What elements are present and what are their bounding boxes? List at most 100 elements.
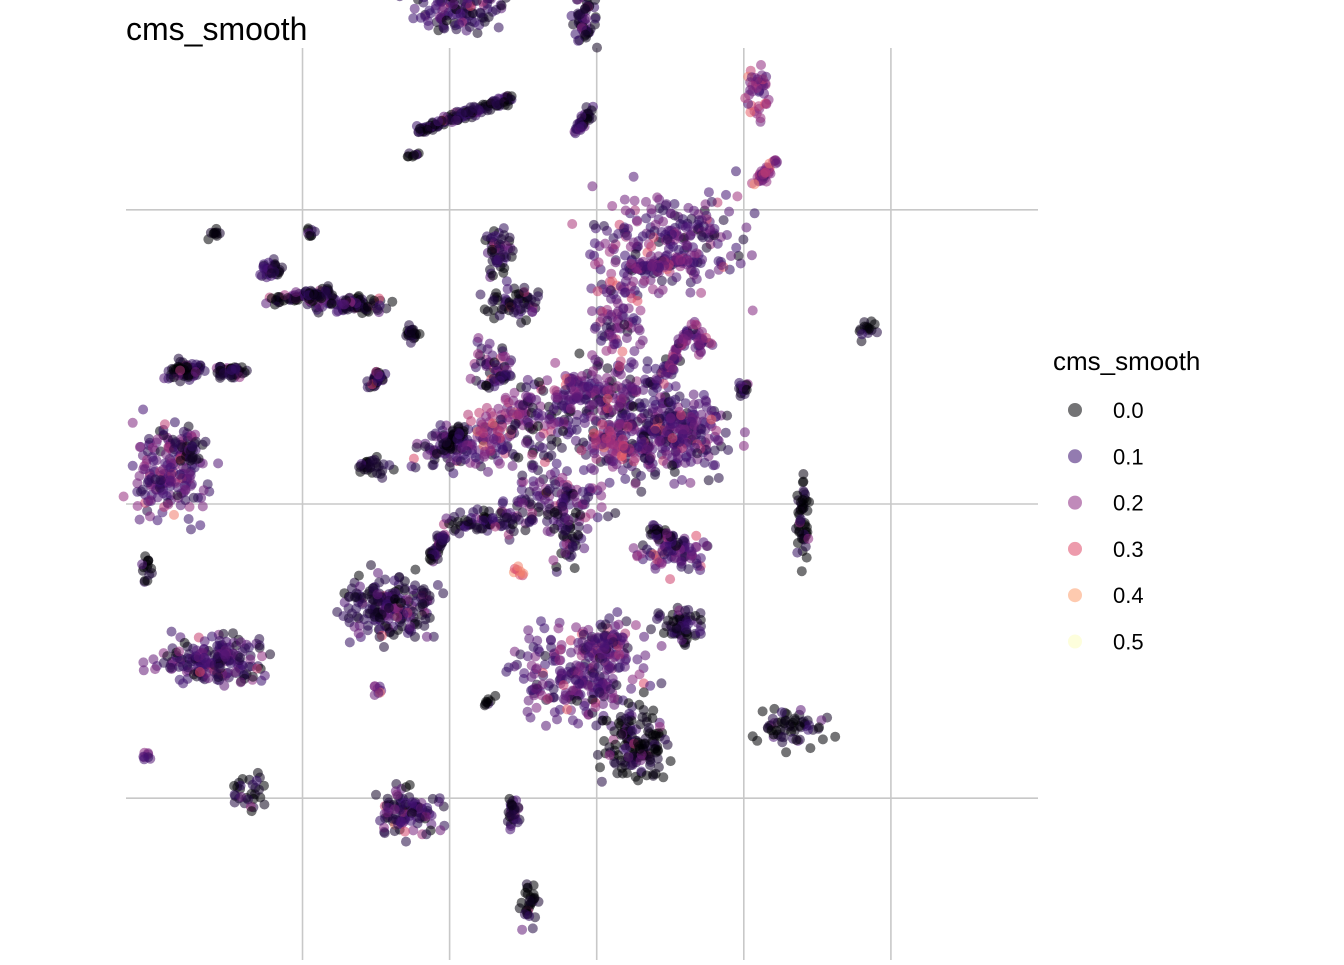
data-point-3460	[498, 445, 508, 455]
data-point-1937	[611, 759, 621, 769]
data-point-255	[409, 150, 419, 160]
data-point-3420	[427, 431, 437, 441]
data-point-799	[153, 434, 163, 444]
data-point-2912	[721, 428, 731, 438]
data-point-2217	[803, 725, 813, 735]
data-point-2302	[738, 235, 748, 245]
data-point-1238	[354, 628, 364, 638]
data-point-2174	[830, 732, 840, 742]
data-point-790	[135, 515, 145, 525]
data-point-2461	[698, 232, 708, 242]
data-point-3026	[677, 475, 687, 485]
data-point-659	[169, 510, 179, 520]
data-point-4003	[668, 364, 678, 374]
data-point-3598	[508, 461, 518, 471]
data-point-632	[485, 339, 495, 349]
data-point-737	[199, 485, 209, 495]
data-point-1280	[384, 603, 394, 613]
data-point-2464	[668, 242, 678, 252]
data-point-2141	[795, 516, 805, 526]
data-point-3920	[283, 293, 293, 303]
data-point-2511	[587, 306, 597, 316]
data-point-2417	[590, 238, 600, 248]
data-point-464	[761, 99, 771, 109]
data-point-866	[384, 460, 394, 470]
data-point-3098	[566, 404, 576, 414]
data-point-2216	[791, 735, 801, 745]
data-point-460	[761, 72, 771, 82]
data-point-3505	[463, 410, 473, 420]
data-point-1735	[635, 669, 645, 679]
data-point-2139	[803, 534, 813, 544]
data-point-557	[503, 284, 513, 294]
data-point-1039	[150, 664, 160, 674]
data-point-2942	[652, 383, 662, 393]
legend-title: cms_smooth	[1053, 346, 1200, 376]
data-point-801	[135, 442, 145, 452]
data-point-1746	[609, 693, 619, 703]
data-point-3503	[489, 434, 499, 444]
data-point-3087	[608, 405, 618, 415]
data-point-611	[466, 374, 476, 384]
data-point-1053	[265, 649, 275, 659]
data-point-839	[170, 439, 180, 449]
data-point-1742	[529, 642, 539, 652]
data-point-1412	[422, 803, 432, 813]
legend-swatch-1	[1068, 449, 1082, 463]
data-point-364	[494, 23, 504, 33]
data-point-4006	[683, 330, 693, 340]
data-point-3027	[706, 415, 716, 425]
data-point-3022	[666, 413, 676, 423]
data-point-635	[500, 352, 510, 362]
data-point-3774	[433, 116, 443, 126]
data-point-3579	[518, 400, 528, 410]
data-point-2438	[701, 211, 711, 221]
data-point-4185	[441, 437, 451, 447]
data-point-1158	[438, 588, 448, 598]
data-point-3455	[412, 442, 422, 452]
data-point-2472	[731, 243, 741, 253]
legend-label-0: 0.0	[1113, 398, 1144, 423]
data-point-2895	[722, 411, 732, 421]
data-point-137	[215, 373, 225, 383]
data-point-1711	[574, 679, 584, 689]
data-point-1939	[634, 700, 644, 710]
data-point-1800	[579, 630, 589, 640]
data-point-2088	[659, 628, 669, 638]
data-point-1052	[235, 653, 245, 663]
data-point-3507	[478, 428, 488, 438]
data-point-3586	[521, 382, 531, 392]
data-point-2566	[622, 333, 632, 343]
data-point-1534	[657, 641, 667, 651]
data-point-2994	[700, 458, 710, 468]
data-point-2209	[818, 734, 828, 744]
data-point-4187	[454, 429, 464, 439]
data-point-1745	[579, 701, 589, 711]
data-point-3628	[630, 453, 640, 463]
data-point-1897	[627, 726, 637, 736]
data-point-2929	[704, 475, 714, 485]
data-point-3550	[496, 415, 506, 425]
data-point-2446	[707, 197, 717, 207]
data-point-2383	[722, 230, 732, 240]
data-point-1193	[433, 580, 443, 590]
data-point-357	[426, 8, 436, 18]
data-point-3817	[577, 122, 587, 132]
data-point-2395	[646, 242, 656, 252]
data-point-1502	[513, 561, 523, 571]
data-point-1686	[626, 684, 636, 694]
data-point-1396	[371, 790, 381, 800]
data-point-1738	[561, 691, 571, 701]
data-point-2017	[657, 559, 667, 569]
data-point-3454	[411, 463, 421, 473]
data-point-2040	[646, 624, 656, 634]
data-point-1391	[435, 825, 445, 835]
data-point-3229	[517, 471, 527, 481]
data-point-844	[187, 441, 197, 451]
data-point-719	[128, 461, 138, 471]
data-point-1930	[642, 770, 652, 780]
data-point-2492	[629, 346, 639, 356]
data-point-3946	[495, 376, 505, 386]
data-point-1941	[616, 730, 626, 740]
data-point-2917	[710, 460, 720, 470]
